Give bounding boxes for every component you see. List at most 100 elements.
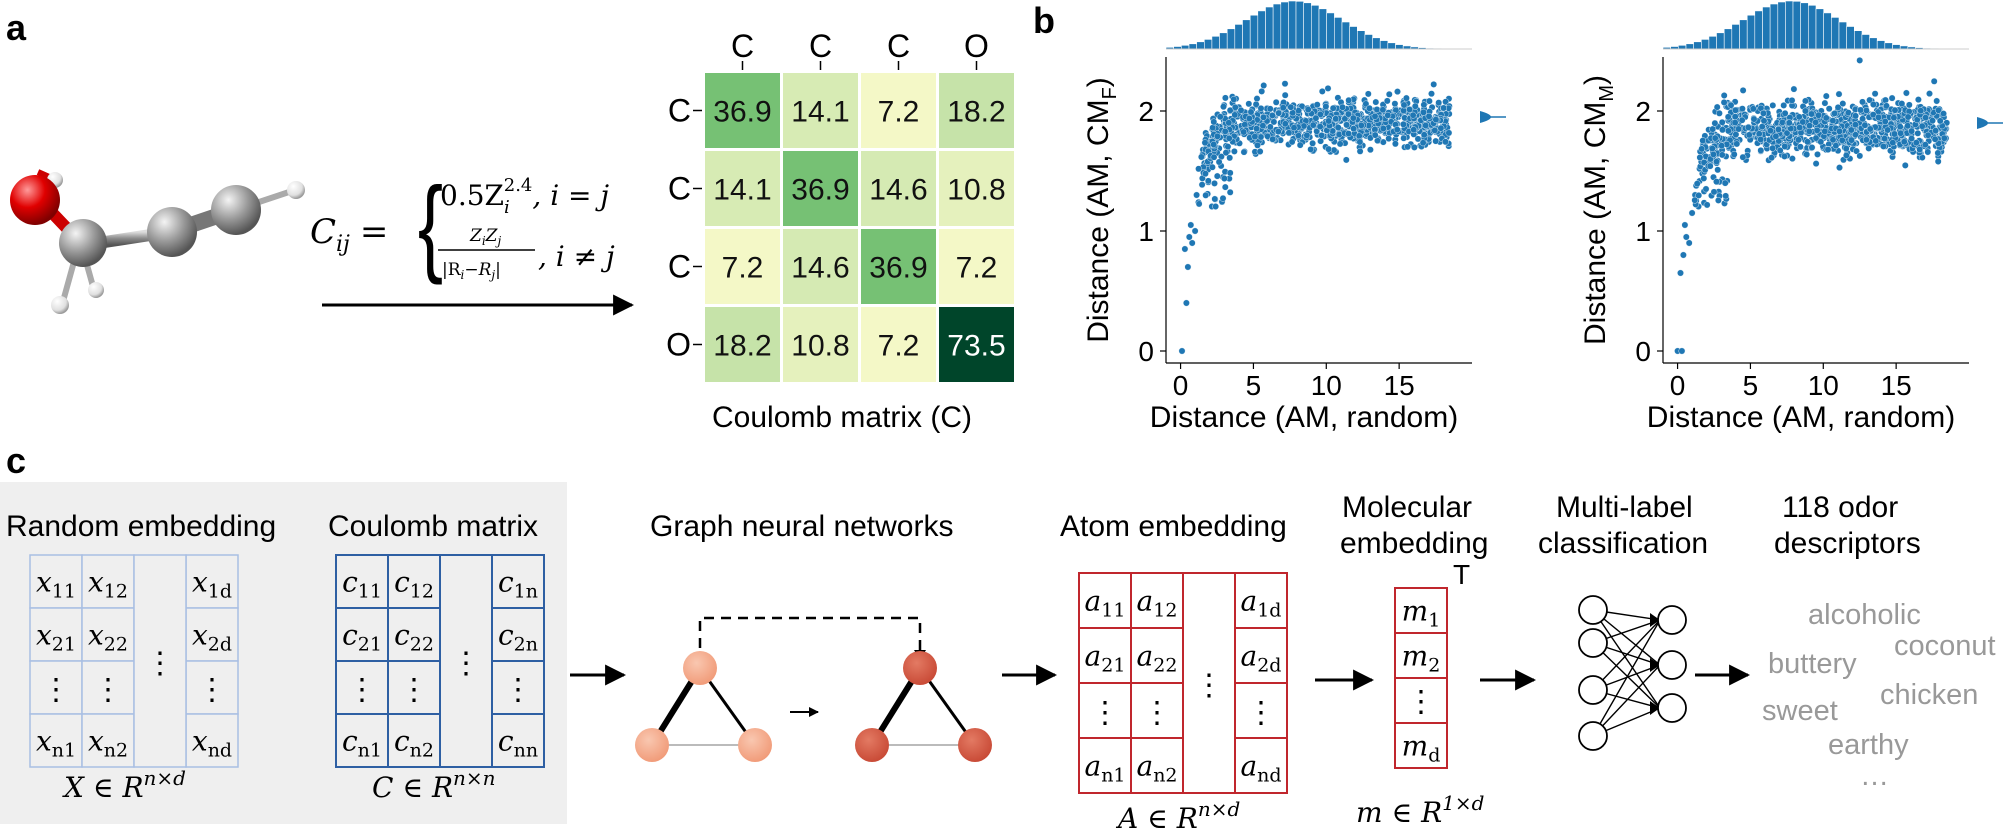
scatter-point [1757, 146, 1765, 154]
scatter-point [1420, 131, 1428, 139]
vector-cell [1394, 587, 1448, 634]
scatter-point [1210, 118, 1218, 126]
scatter-point [1343, 121, 1351, 129]
random-embedding-title: Random embedding [6, 510, 276, 543]
scatter-point [1825, 105, 1833, 113]
x-tick-label: 10 [1311, 370, 1342, 401]
scatter-point [1918, 122, 1926, 130]
scatter-point [1409, 111, 1417, 119]
scatter-point [1904, 122, 1912, 130]
scatter-point [1211, 195, 1219, 203]
scatter-point [1695, 191, 1703, 199]
scatter-point [1904, 113, 1912, 121]
scatter-point [1730, 150, 1738, 158]
scatter-point [1725, 127, 1732, 135]
scatter-point [1702, 185, 1710, 193]
scatter-point [1711, 134, 1719, 142]
nn-node [1657, 650, 1687, 680]
marginal-histogram-bar [1349, 26, 1358, 50]
scatter-point [1883, 102, 1890, 110]
marginal-histogram-bar [1357, 30, 1366, 50]
molecule-illustration [10, 169, 305, 314]
matrix-cell [1130, 572, 1184, 629]
scatter-point [1406, 106, 1414, 113]
matrix-entry: c12 [394, 566, 434, 603]
matrix-cell [81, 607, 135, 662]
matrix-entry: and [1240, 750, 1281, 787]
heatmap-row-label: C [668, 93, 691, 129]
scatter-point [1691, 196, 1699, 204]
scatter-point [1181, 245, 1189, 253]
heatmap-cell [939, 229, 1014, 304]
scatter-point [1908, 127, 1916, 135]
y-tick-label: 0 [1635, 336, 1651, 367]
marginal-histogram-bar [1769, 3, 1779, 50]
marginal-histogram-bar [1746, 14, 1756, 50]
scatter-point [1253, 125, 1261, 133]
scatter-point [1882, 96, 1889, 104]
nn-edge [1592, 619, 1661, 737]
scatter-point [1198, 181, 1206, 189]
odor-word: … [1860, 760, 1889, 792]
scatter-point [1890, 114, 1898, 122]
gnn-graph-illustration [635, 616, 992, 762]
scatter-point [1296, 141, 1304, 149]
scatter-point [1724, 113, 1732, 121]
scatter-point [1379, 106, 1387, 114]
scatter-point [1410, 126, 1418, 134]
marginal-histogram-bar [1334, 17, 1343, 50]
scatter-point [1411, 102, 1419, 110]
marginal-histogram-bar [1884, 42, 1893, 50]
scatter-point [1836, 127, 1843, 135]
scatter-point [1857, 106, 1865, 114]
marginal-histogram-bar [1892, 44, 1901, 50]
nn-node [1578, 595, 1608, 625]
scatter-point [1260, 82, 1268, 89]
heatmap-row-label: O [666, 327, 691, 363]
matrix-entry: a12 [1137, 585, 1178, 622]
heatmap-cell-value: 10.8 [947, 174, 1005, 207]
scatter-point [1212, 203, 1220, 210]
marginal-histogram-bar [1800, 2, 1809, 50]
scatter-point [1863, 107, 1870, 114]
scatter-point [1696, 154, 1704, 161]
matrix-cell [29, 713, 83, 768]
scatter-point [1780, 102, 1788, 109]
marginal-histogram-bar [1211, 35, 1220, 50]
marginal-histogram-bar [1295, 0, 1304, 50]
scatter-point [1420, 108, 1427, 116]
scatter-point [1852, 131, 1860, 139]
vector-entry: m2 [1402, 640, 1441, 677]
scatter-point [1400, 120, 1407, 128]
scatter-point [1872, 137, 1880, 145]
gnn-title: Graph neural networks [650, 510, 954, 543]
marginal-histogram-bar [1188, 43, 1197, 50]
scatter-point [1187, 221, 1195, 229]
scatter-point [1307, 145, 1315, 153]
scatter-point [1279, 104, 1287, 112]
scatter-point [1300, 122, 1308, 130]
heatmap-cell [783, 229, 858, 304]
scatter-point [1225, 134, 1233, 142]
scatter-point [1356, 138, 1364, 146]
matrix-cell [1234, 627, 1288, 684]
scatter-point [1216, 113, 1224, 121]
marginal-histogram-bar [1272, 3, 1282, 50]
scatter-point [1719, 126, 1726, 134]
scatter-point [1924, 148, 1932, 156]
scatter-point [1202, 191, 1210, 199]
molecular-embedding-title-line1: Molecular [1342, 491, 1472, 524]
marginal-histogram-bar [1341, 21, 1350, 50]
x-tick-label: 0 [1670, 370, 1686, 401]
scatter-point [1185, 233, 1193, 241]
scatter-point [1437, 124, 1445, 132]
scatter-point [1362, 100, 1370, 108]
scatter-point [1225, 119, 1233, 127]
scatter-point [1345, 130, 1353, 138]
matrix-ellipsis: ⋮ [93, 674, 123, 707]
matrix-ellipsis: ⋮ [347, 674, 377, 707]
scatter-point [1829, 136, 1837, 144]
marginal-histogram-bar [1685, 43, 1694, 50]
scatter-point [1815, 111, 1823, 119]
scatter-point [1757, 136, 1765, 143]
